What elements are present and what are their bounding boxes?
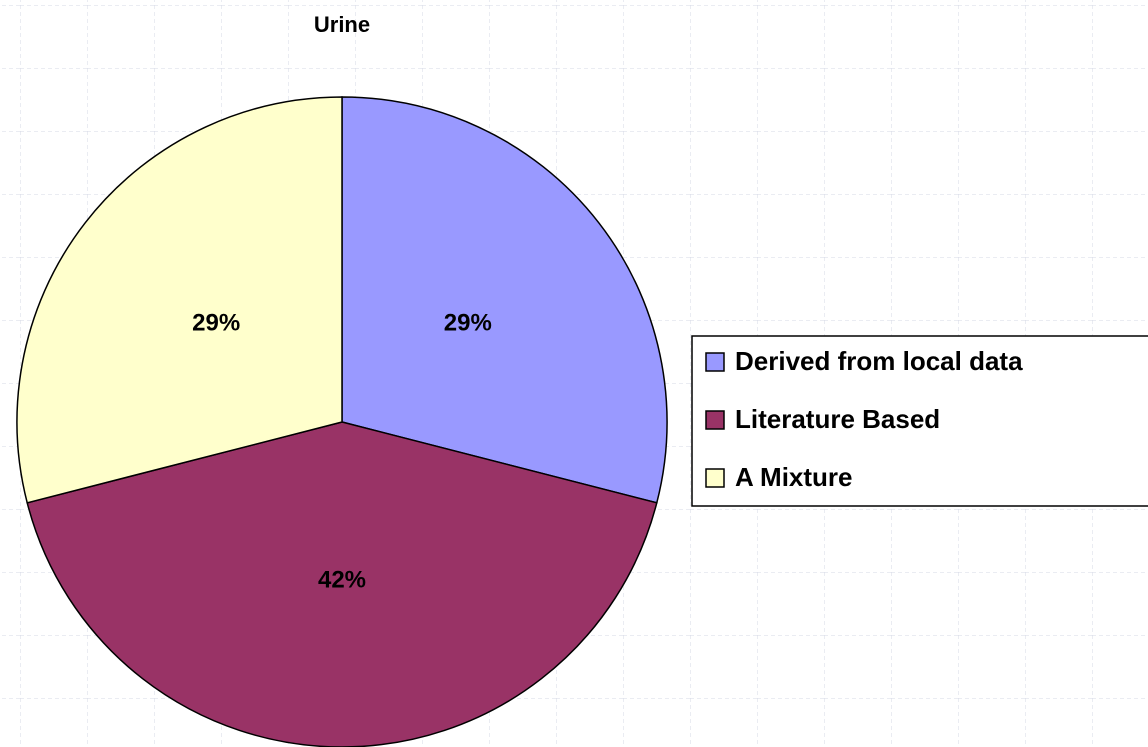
pie-slice [16,96,343,504]
legend: Derived from local data Literature Based A… [705,346,1023,492]
legend-swatch [705,468,725,488]
data-label: 42% [318,567,366,594]
data-labels: 29% 42% 29% [192,310,492,594]
legend-swatch [705,352,725,372]
pie-slice [26,421,658,747]
legend-swatch [705,410,725,430]
legend-label: Derived from local data [735,346,1023,376]
legend-box [691,335,1148,507]
pie-slice [341,96,668,504]
pie [16,96,668,747]
data-label: 29% [444,310,492,337]
legend-label: A Mixture [735,462,853,492]
legend-label: Literature Based [735,404,940,434]
data-label: 29% [192,310,240,337]
chart-title: Urine [314,12,370,37]
